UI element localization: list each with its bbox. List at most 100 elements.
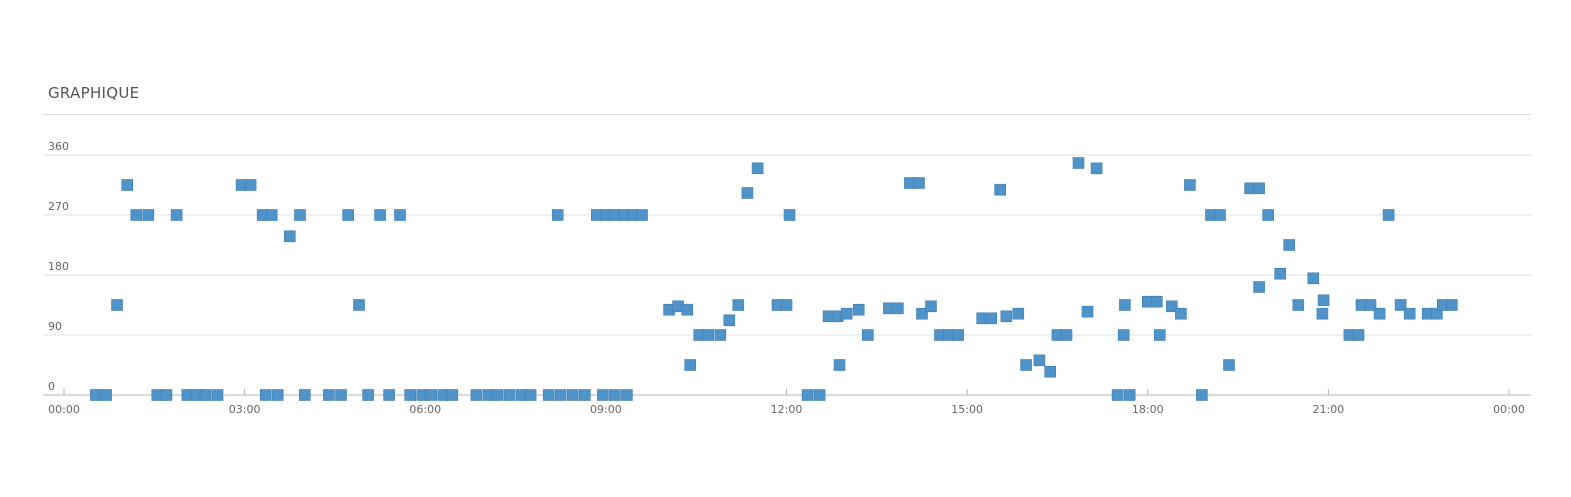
x-tick-label: 06:00	[409, 403, 441, 416]
data-point	[833, 359, 846, 371]
data-point	[892, 302, 904, 315]
data-point	[913, 177, 925, 189]
data-point	[1154, 329, 1166, 341]
title-divider	[43, 114, 1531, 115]
data-point	[1262, 209, 1274, 221]
x-tick-label: 00:00	[48, 403, 80, 416]
data-point	[335, 389, 347, 401]
data-point	[1214, 209, 1226, 221]
data-point	[741, 187, 754, 199]
x-tick-label: 03:00	[229, 403, 261, 416]
data-point	[551, 209, 564, 221]
data-point	[1072, 157, 1085, 169]
data-point	[1316, 307, 1329, 320]
data-point	[353, 299, 365, 311]
data-point	[524, 389, 537, 401]
data-point	[1307, 272, 1320, 285]
x-tick-label: 18:00	[1132, 403, 1164, 416]
data-point	[925, 300, 937, 313]
data-point	[323, 389, 335, 401]
data-point	[1364, 299, 1377, 311]
data-point	[636, 209, 648, 221]
data-point	[121, 179, 133, 191]
data-point	[259, 389, 272, 401]
data-point	[1431, 307, 1443, 320]
data-point	[446, 389, 459, 401]
data-point	[271, 389, 284, 401]
data-point	[90, 389, 102, 401]
x-tick-label: 21:00	[1313, 403, 1345, 416]
y-tick-label: 90	[48, 320, 62, 333]
data-point	[1012, 307, 1025, 320]
data-point	[813, 389, 826, 401]
data-point	[1123, 389, 1136, 401]
y-tick-label: 0	[48, 380, 55, 393]
data-point	[1292, 299, 1305, 311]
data-point	[362, 389, 374, 401]
data-point	[1446, 299, 1458, 311]
data-point	[160, 389, 173, 401]
data-point	[597, 389, 609, 401]
data-point	[283, 230, 296, 243]
data-point	[1283, 239, 1295, 251]
data-point	[1000, 310, 1013, 323]
data-point	[783, 209, 796, 221]
data-point	[566, 389, 579, 401]
data-point	[1317, 294, 1330, 307]
data-point	[1081, 305, 1094, 318]
data-point	[374, 209, 386, 221]
data-point	[840, 307, 853, 320]
data-point	[578, 389, 591, 401]
data-point	[142, 209, 155, 221]
data-point	[1196, 389, 1208, 401]
data-point	[170, 209, 183, 221]
y-tick-label: 360	[48, 140, 69, 153]
data-point	[503, 389, 516, 401]
data-point	[985, 312, 998, 325]
data-point	[111, 299, 123, 311]
data-point	[542, 389, 555, 401]
data-point	[1090, 162, 1103, 175]
chart-title: GRAPHIQUE	[48, 84, 140, 102]
data-point	[780, 299, 793, 311]
data-point	[714, 329, 727, 341]
data-point	[1223, 359, 1235, 371]
data-point	[342, 209, 355, 221]
data-point	[491, 389, 504, 401]
y-tick-label: 180	[48, 260, 69, 273]
data-point	[702, 329, 715, 341]
data-point	[1403, 307, 1416, 320]
data-point	[852, 303, 865, 316]
x-tick-label: 09:00	[590, 403, 622, 416]
data-point	[1253, 281, 1265, 293]
data-point	[199, 389, 212, 401]
data-point	[394, 209, 406, 221]
data-point	[244, 179, 257, 191]
data-point	[1117, 329, 1130, 341]
data-point	[383, 389, 395, 401]
data-point	[1253, 182, 1265, 195]
data-point	[1373, 307, 1386, 320]
data-point	[265, 209, 278, 221]
data-point	[1184, 179, 1196, 191]
data-point	[1020, 359, 1032, 371]
data-point	[861, 329, 874, 341]
data-point	[801, 389, 814, 401]
data-point	[404, 389, 417, 401]
y-tick-label: 270	[48, 200, 69, 213]
data-point	[732, 299, 745, 311]
data-point	[723, 314, 736, 327]
data-point	[1166, 300, 1178, 313]
data-point	[1382, 209, 1395, 221]
data-point	[751, 162, 764, 175]
x-tick-label: 12:00	[771, 403, 803, 416]
data-point	[1060, 329, 1073, 341]
data-point	[1175, 307, 1187, 320]
x-tick-label: 00:00	[1493, 403, 1525, 416]
data-point	[1111, 389, 1124, 401]
data-point	[1352, 329, 1365, 341]
data-point	[554, 389, 567, 401]
data-point	[211, 389, 224, 401]
data-point	[294, 209, 306, 221]
